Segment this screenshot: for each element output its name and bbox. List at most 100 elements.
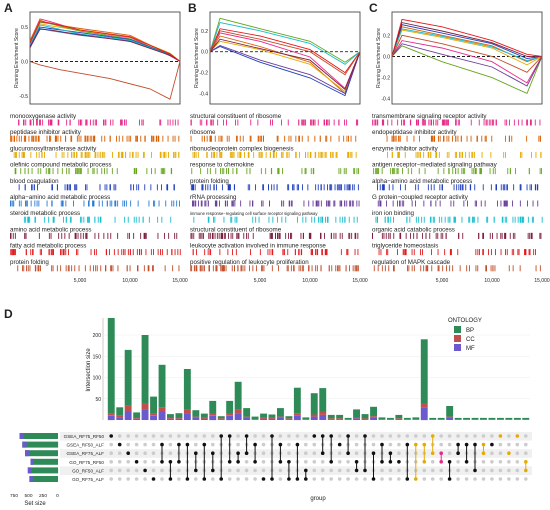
hit-mark [14,232,16,239]
hit-mark [190,135,192,142]
hit-mark [220,135,222,142]
hit-mark [227,200,228,207]
hit-mark [214,151,216,158]
hit-mark [26,265,27,272]
hit-mark [339,184,341,191]
hit-mark [192,184,194,191]
hit-mark [283,200,285,207]
hit-mark [476,200,477,207]
intersection-bar-segment [268,414,276,418]
hit-mark [346,135,348,142]
hit-mark [159,119,161,126]
hit-mark [484,135,486,142]
hit-mark [174,119,176,126]
hit-mark [34,184,35,191]
hit-mark [458,232,459,239]
hit-mark [298,184,299,191]
intersection-bar-segment [251,416,259,420]
hit-mark [540,135,541,142]
hit-mark [224,200,226,207]
hit-mark [24,168,26,175]
hit-mark [127,216,129,223]
hit-mark [249,168,251,175]
matrix-dot-active [498,434,503,438]
hit-mark [503,200,505,207]
hit-mark [110,232,112,239]
hit-mark [40,265,41,272]
hit-mark [408,265,410,272]
hit-mark [272,249,274,256]
matrix-dot [126,468,130,473]
hit-mark [413,135,415,142]
intersection-bar-segment [277,417,284,420]
hit-mark [101,151,103,158]
hit-mark [337,265,338,272]
hit-mark [151,168,152,175]
hit-mark [230,216,232,223]
hit-mark [357,232,359,239]
hit-mark [509,119,510,126]
hit-mark [38,135,39,142]
hit-mark [326,216,328,223]
intersection-bar-segment [268,418,276,420]
hit-mark [470,135,472,142]
hit-mark [249,265,250,272]
hit-mark [93,168,95,175]
hit-mark [244,265,246,272]
hit-mark [209,249,211,256]
hit-mark [346,184,348,191]
matrix-dot [312,451,317,456]
hit-mark [519,216,521,223]
hit-mark [350,135,352,142]
hit-mark [279,232,281,239]
hit-mark [124,119,126,126]
hit-mark [437,265,439,272]
matrix-dot [320,460,325,464]
hit-mark [344,184,346,191]
hit-mark [479,168,481,175]
hit-mark [213,216,214,223]
matrix-dot [320,468,325,473]
hit-mark [135,216,137,223]
hit-mark [90,119,91,126]
hit-mark [346,200,348,207]
hit-mark [394,168,396,175]
hit-mark [469,265,470,272]
hit-mark [435,119,437,126]
gsea-xtick: 10,000 [302,278,318,284]
upset-ytick: 200 [93,333,102,339]
hit-mark [70,135,72,142]
hit-mark [513,249,515,256]
set-size-bar-mf [22,441,27,448]
hit-mark [311,119,313,126]
hit-mark [399,151,400,158]
hit-mark [327,216,329,223]
hit-mark [89,265,91,272]
hit-mark [76,151,77,158]
hit-mark [506,249,508,256]
hit-mark [458,119,460,126]
hit-mark [61,151,63,158]
hit-mark [316,249,318,256]
hit-mark [78,168,80,175]
matrix-dot [244,468,249,473]
hit-mark [172,265,174,272]
matrix-dot [304,434,308,438]
hit-mark [122,135,124,142]
hit-mark [485,265,487,272]
hit-mark [275,232,276,239]
hit-mark [524,249,525,256]
hit-mark [95,151,97,158]
hit-mark [136,184,138,191]
hit-mark [102,151,104,158]
hit-mark [38,151,40,158]
plot-frame [209,11,361,105]
hit-mark [100,216,102,223]
hit-mark [399,232,401,239]
hit-mark [177,119,179,126]
matrix-dot [312,460,317,464]
matrix-dot [524,442,528,447]
hit-mark [136,135,138,142]
term-label: alpha−amino acid metabolic process [372,178,472,185]
hit-mark [103,119,105,126]
